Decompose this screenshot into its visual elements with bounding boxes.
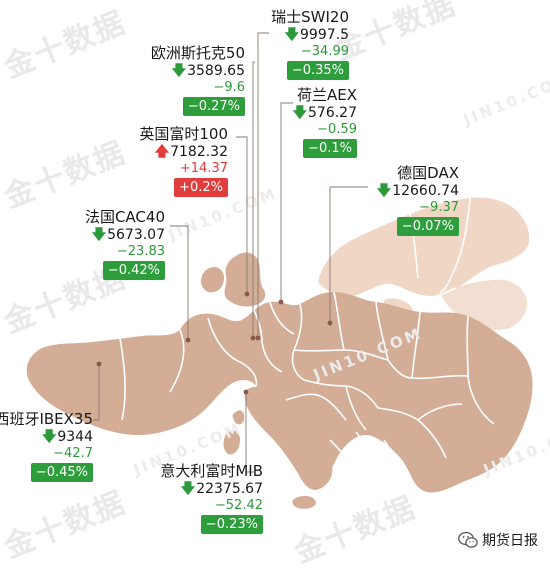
index-price: 7182.32	[170, 144, 228, 160]
index-change: −52.42	[214, 498, 263, 513]
anchor-dot-mib	[243, 389, 249, 395]
index-percent-badge: −0.1%	[303, 139, 357, 158]
anchor-dot-dax	[327, 320, 333, 326]
sardinia-shape	[223, 430, 240, 455]
anchor-dot-aex	[278, 299, 284, 305]
arrow-down-icon: 🡇	[292, 105, 307, 121]
continent-shape	[26, 292, 533, 493]
corsica-shape	[232, 410, 245, 425]
index-label-euro50: 欧洲斯托克50 🡇3589.65 −9.6 −0.27%	[151, 46, 245, 116]
index-label-ftse100: 英国富时100 🡅7182.32 +14.37 +0.2%	[139, 127, 228, 197]
arrow-down-icon: 🡇	[171, 63, 187, 79]
index-change: −34.99	[300, 44, 349, 59]
arrow-down-icon: 🡇	[376, 183, 392, 199]
uk-shape	[224, 252, 266, 307]
sicily-shape	[292, 495, 316, 509]
index-percent-badge: −0.35%	[286, 61, 349, 80]
index-name: 意大利富时MIB	[160, 462, 263, 480]
index-change: −9.37	[419, 200, 459, 215]
index-change: −9.6	[213, 80, 245, 95]
index-name: 英国富时100	[139, 125, 228, 143]
index-name: 欧洲斯托克50	[150, 44, 245, 62]
index-price: 9344	[57, 429, 93, 445]
index-label-dax: 德国DAX 🡇12660.74 −9.37 −0.07%	[377, 166, 459, 236]
leader-line-dax	[329, 186, 368, 323]
index-name: 荷兰AEX	[296, 86, 357, 104]
index-percent-badge: −0.23%	[200, 515, 263, 534]
arrow-down-icon: 🡇	[284, 27, 299, 43]
brand-watermark: 期货日报	[458, 530, 538, 550]
ireland-shape	[200, 267, 224, 293]
anchor-dot-ibex35	[96, 361, 102, 367]
index-price: 22375.67	[196, 481, 263, 497]
italy-shape	[244, 386, 333, 490]
index-change: −0.59	[317, 122, 357, 137]
index-percent-badge: −0.42%	[102, 261, 165, 280]
leader-line-ftse100	[236, 136, 248, 294]
arrow-down-icon: 🡇	[91, 227, 107, 243]
leader-line-swi20	[257, 32, 269, 338]
index-label-ibex35: 西班牙IBEX35 🡇9344 −42.7 −0.45%	[0, 412, 93, 482]
index-label-cac40: 法国CAC40 🡇5673.07 −23.83 −0.42%	[85, 210, 165, 280]
anchor-dot-cac40	[185, 337, 191, 343]
index-name: 西班牙IBEX35	[0, 410, 93, 428]
index-percent-badge: −0.45%	[30, 463, 93, 482]
country-borders	[119, 197, 495, 477]
index-label-mib: 意大利富时MIB 🡇22375.67 −52.42 −0.23%	[160, 464, 263, 534]
anchor-dot-euro50	[250, 335, 256, 341]
index-label-aex: 荷兰AEX 🡇576.27 −0.59 −0.1%	[293, 88, 357, 158]
leader-line-ibex35	[93, 364, 100, 421]
index-price: 3589.65	[187, 63, 245, 79]
index-price: 5673.07	[107, 227, 165, 243]
leader-line-mib	[245, 392, 254, 473]
leader-line-cac40	[170, 225, 189, 340]
index-label-swi20: 瑞士SWI20 🡇9997.5 −34.99 −0.35%	[271, 10, 349, 80]
index-percent-badge: −0.27%	[182, 97, 245, 116]
index-percent-badge: −0.07%	[396, 217, 459, 236]
index-price: 12660.74	[392, 183, 459, 199]
index-change: −42.7	[53, 446, 93, 461]
anchor-dot-ftse100	[244, 291, 250, 297]
wechat-icon	[458, 531, 478, 548]
arrow-down-icon: 🡇	[180, 481, 196, 497]
leader-line-aex	[280, 102, 293, 302]
index-percent-badge: +0.2%	[174, 178, 228, 197]
leader-line-euro50	[252, 61, 255, 338]
brand-label: 期货日报	[482, 533, 538, 549]
index-name: 法国CAC40	[84, 208, 165, 226]
index-name: 瑞士SWI20	[271, 8, 349, 26]
arrow-down-icon: 🡇	[41, 429, 57, 445]
anchor-dot-swi20	[255, 335, 261, 341]
arrow-up-icon: 🡅	[154, 144, 170, 160]
index-change: +14.37	[179, 161, 228, 176]
index-price: 576.27	[308, 105, 357, 121]
index-price: 9997.5	[300, 27, 349, 43]
index-change: −23.83	[116, 244, 165, 259]
index-name: 德国DAX	[397, 164, 459, 182]
scandinavia-shape	[318, 197, 530, 296]
